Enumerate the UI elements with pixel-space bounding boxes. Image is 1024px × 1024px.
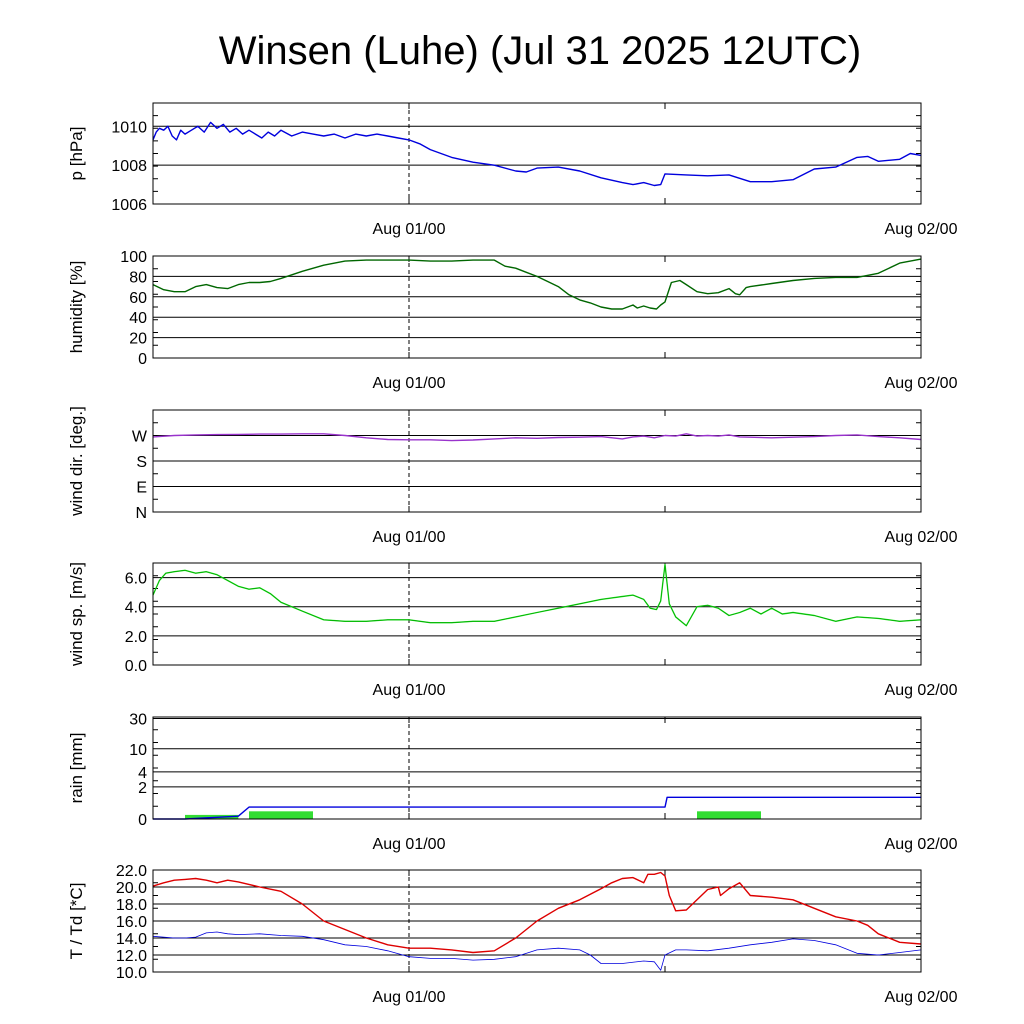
y-tick-label: S (136, 454, 147, 471)
panel-frame (152, 102, 922, 205)
y-axis-label: humidity [%] (67, 261, 86, 354)
x-tick-label: Aug 01/00 (373, 989, 446, 1006)
y-tick-label: 1006 (111, 197, 147, 214)
rain-bar (697, 811, 761, 819)
panel-5: 10.012.014.016.018.020.022.0 T / Td [*C] A… (67, 863, 958, 1006)
y-tick-label: 30 (129, 711, 147, 728)
x-tick-label: Aug 01/00 (373, 529, 446, 546)
y-tick-label: W (132, 429, 148, 446)
series-line-0 (152, 871, 922, 954)
panel-1: 0 20 40 60 80 100 humidity [%] Aug 01/00 Aug 02/… (67, 249, 958, 392)
y-tick-label: 2 (138, 780, 147, 797)
y-tick-label: 4.0 (125, 600, 147, 617)
y-axis-label: wind dir. [deg.] (67, 406, 86, 517)
y-tick-label: 20 (129, 331, 147, 348)
x-tick-label: Aug 02/00 (885, 221, 958, 238)
y-tick-label: 14.0 (116, 931, 147, 948)
y-tick-label: 40 (129, 310, 147, 327)
y-axis-label: T / Td [*C] (67, 883, 86, 960)
y-axis-label: p [hPa] (67, 127, 86, 181)
y-tick-label: E (136, 480, 147, 497)
x-tick-label: Aug 01/00 (373, 836, 446, 853)
series-line-1 (152, 931, 922, 971)
y-tick-label: 2.0 (125, 629, 147, 646)
x-tick-label: Aug 01/00 (373, 221, 446, 238)
y-axis-label: wind sp. [m/s] (67, 562, 86, 667)
x-tick-label: Aug 02/00 (885, 989, 958, 1006)
panel-frame (152, 716, 922, 820)
y-tick-label: 60 (129, 290, 147, 307)
x-tick-label: Aug 01/00 (373, 375, 446, 392)
panel-frame (152, 409, 922, 513)
y-tick-label: 12.0 (116, 948, 147, 965)
series-line-0 (152, 563, 922, 627)
panel-3: 0.0 2.0 4.0 6.0 wind sp. [m/s] Aug 01/00 Aug 0… (67, 562, 958, 699)
y-tick-label: 80 (129, 269, 147, 286)
panel-4: 0 24 10 30 rain [mm] Aug 01/00 Aug 02/00 (67, 711, 958, 853)
series-line-0 (152, 258, 922, 310)
panel-0: 1006 1008 1010 p [hPa] Aug 01/00 Aug 02/00 (67, 102, 958, 238)
y-tick-label: 4 (138, 765, 147, 782)
y-tick-label: 100 (120, 249, 147, 266)
y-tick-label: 18.0 (116, 897, 147, 914)
series-line-1 (152, 564, 922, 627)
x-tick-label: Aug 01/00 (373, 682, 446, 699)
y-tick-label: 20.0 (116, 880, 147, 897)
y-tick-label: 0 (138, 812, 147, 829)
y-tick-label: 10 (129, 742, 147, 759)
y-tick-label: 22.0 (116, 863, 147, 880)
y-tick-label: 1010 (111, 119, 147, 136)
y-axis-label: rain [mm] (67, 733, 86, 804)
panel-frame (152, 562, 922, 666)
x-tick-label: Aug 02/00 (885, 375, 958, 392)
rain-bar (249, 811, 313, 819)
panel-frame (152, 869, 922, 973)
x-tick-label: Aug 02/00 (885, 836, 958, 853)
y-tick-label: 1008 (111, 158, 147, 175)
y-tick-label: 16.0 (116, 914, 147, 931)
y-tick-label: 6.0 (125, 571, 147, 588)
chart-title: Winsen (Luhe) (Jul 31 2025 12UTC) (219, 29, 862, 73)
y-tick-label: 0 (138, 351, 147, 368)
x-tick-label: Aug 02/00 (885, 682, 958, 699)
y-tick-label: 0.0 (125, 658, 147, 675)
series-line-0 (152, 121, 922, 187)
x-tick-label: Aug 02/00 (885, 529, 958, 546)
y-tick-label: N (135, 505, 147, 522)
y-tick-label: 10.0 (116, 965, 147, 982)
series-line-0 (152, 433, 922, 442)
panel-frame (152, 255, 922, 359)
